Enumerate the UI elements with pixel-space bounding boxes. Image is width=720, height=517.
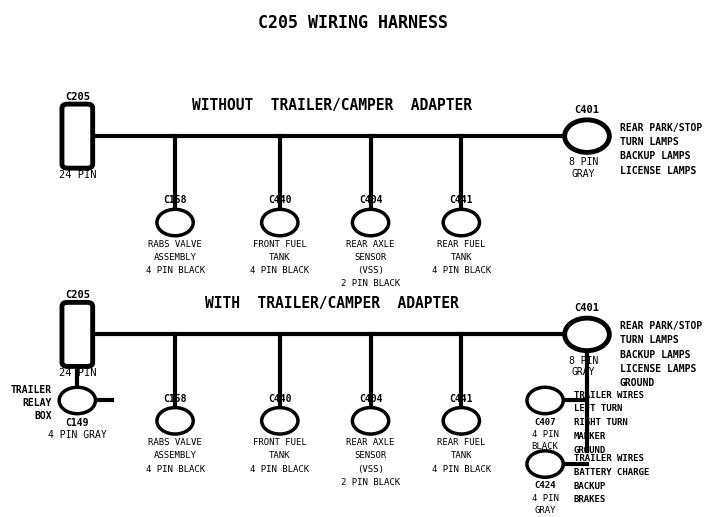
Text: 24 PIN: 24 PIN <box>58 369 96 378</box>
Text: (VSS): (VSS) <box>357 266 384 275</box>
Circle shape <box>352 407 389 434</box>
Text: REAR FUEL: REAR FUEL <box>437 438 485 447</box>
Text: C401: C401 <box>575 105 600 115</box>
Text: GRAY: GRAY <box>572 169 595 179</box>
Text: FRONT FUEL: FRONT FUEL <box>253 438 307 447</box>
Text: WITHOUT  TRAILER/CAMPER  ADAPTER: WITHOUT TRAILER/CAMPER ADAPTER <box>192 98 472 113</box>
Text: ASSEMBLY: ASSEMBLY <box>153 451 197 460</box>
Text: BACKUP: BACKUP <box>574 482 606 491</box>
Text: C441: C441 <box>449 195 473 205</box>
Text: C205: C205 <box>65 92 90 102</box>
Text: 2 PIN BLACK: 2 PIN BLACK <box>341 280 400 288</box>
Text: BLACK: BLACK <box>531 442 559 451</box>
Circle shape <box>564 318 609 351</box>
Text: C404: C404 <box>359 195 382 205</box>
Text: MARKER: MARKER <box>574 432 606 441</box>
Text: WITH  TRAILER/CAMPER  ADAPTER: WITH TRAILER/CAMPER ADAPTER <box>205 296 459 311</box>
Text: GROUND: GROUND <box>574 446 606 454</box>
Text: C205 WIRING HARNESS: C205 WIRING HARNESS <box>258 14 448 32</box>
Text: RIGHT TURN: RIGHT TURN <box>574 418 628 427</box>
Text: LICENSE LAMPS: LICENSE LAMPS <box>620 165 696 176</box>
Text: TANK: TANK <box>269 253 291 262</box>
Text: C205: C205 <box>65 291 90 300</box>
Text: TURN LAMPS: TURN LAMPS <box>620 336 678 345</box>
Text: GRAY: GRAY <box>534 506 556 515</box>
Text: ASSEMBLY: ASSEMBLY <box>153 253 197 262</box>
Text: FRONT FUEL: FRONT FUEL <box>253 240 307 249</box>
FancyBboxPatch shape <box>62 302 93 367</box>
Text: 4 PIN BLACK: 4 PIN BLACK <box>145 465 204 474</box>
Text: (VSS): (VSS) <box>357 465 384 474</box>
Text: 4 PIN BLACK: 4 PIN BLACK <box>432 465 491 474</box>
Text: GRAY: GRAY <box>572 367 595 377</box>
Text: REAR AXLE: REAR AXLE <box>346 240 395 249</box>
Text: C441: C441 <box>449 393 473 404</box>
Text: SENSOR: SENSOR <box>354 451 387 460</box>
Text: 4 PIN BLACK: 4 PIN BLACK <box>145 266 204 275</box>
Circle shape <box>564 120 609 153</box>
Text: C424: C424 <box>534 481 556 490</box>
Text: TANK: TANK <box>451 451 472 460</box>
Text: LICENSE LAMPS: LICENSE LAMPS <box>620 364 696 374</box>
Text: BATTERY CHARGE: BATTERY CHARGE <box>574 468 649 477</box>
Circle shape <box>527 387 563 414</box>
Text: C440: C440 <box>268 393 292 404</box>
Text: RABS VALVE: RABS VALVE <box>148 438 202 447</box>
Text: LEFT TURN: LEFT TURN <box>574 404 622 414</box>
Text: 8 PIN: 8 PIN <box>569 158 598 168</box>
Text: RELAY: RELAY <box>23 398 52 408</box>
Text: TRAILER WIRES: TRAILER WIRES <box>574 454 644 463</box>
Text: TURN LAMPS: TURN LAMPS <box>620 137 678 147</box>
Text: REAR PARK/STOP: REAR PARK/STOP <box>620 321 702 331</box>
Text: TANK: TANK <box>451 253 472 262</box>
Text: 4 PIN GRAY: 4 PIN GRAY <box>48 430 107 440</box>
Text: BACKUP LAMPS: BACKUP LAMPS <box>620 151 690 161</box>
Text: RABS VALVE: RABS VALVE <box>148 240 202 249</box>
Text: BRAKES: BRAKES <box>574 495 606 505</box>
Text: SENSOR: SENSOR <box>354 253 387 262</box>
Text: BOX: BOX <box>35 410 52 421</box>
Circle shape <box>261 407 298 434</box>
Text: C158: C158 <box>163 393 186 404</box>
Circle shape <box>527 451 563 477</box>
FancyBboxPatch shape <box>62 104 93 168</box>
Circle shape <box>59 387 96 414</box>
Text: C404: C404 <box>359 393 382 404</box>
Text: C149: C149 <box>66 418 89 428</box>
Text: C158: C158 <box>163 195 186 205</box>
Circle shape <box>352 209 389 236</box>
Text: BACKUP LAMPS: BACKUP LAMPS <box>620 349 690 360</box>
Text: REAR PARK/STOP: REAR PARK/STOP <box>620 123 702 133</box>
Text: TANK: TANK <box>269 451 291 460</box>
Text: TRAILER: TRAILER <box>11 385 52 396</box>
Text: 4 PIN: 4 PIN <box>531 430 559 439</box>
Circle shape <box>157 407 193 434</box>
Text: TRAILER WIRES: TRAILER WIRES <box>574 391 644 400</box>
Circle shape <box>444 407 480 434</box>
Text: 4 PIN BLACK: 4 PIN BLACK <box>251 465 310 474</box>
Text: 8 PIN: 8 PIN <box>569 356 598 366</box>
Text: GROUND: GROUND <box>620 378 655 388</box>
Circle shape <box>444 209 480 236</box>
Circle shape <box>157 209 193 236</box>
Text: C407: C407 <box>534 418 556 427</box>
Text: 24 PIN: 24 PIN <box>58 170 96 180</box>
Text: REAR FUEL: REAR FUEL <box>437 240 485 249</box>
Text: 4 PIN: 4 PIN <box>531 494 559 503</box>
Text: C401: C401 <box>575 303 600 313</box>
Text: 4 PIN BLACK: 4 PIN BLACK <box>251 266 310 275</box>
Circle shape <box>261 209 298 236</box>
Text: REAR AXLE: REAR AXLE <box>346 438 395 447</box>
Text: C440: C440 <box>268 195 292 205</box>
Text: 4 PIN BLACK: 4 PIN BLACK <box>432 266 491 275</box>
Text: 2 PIN BLACK: 2 PIN BLACK <box>341 478 400 487</box>
